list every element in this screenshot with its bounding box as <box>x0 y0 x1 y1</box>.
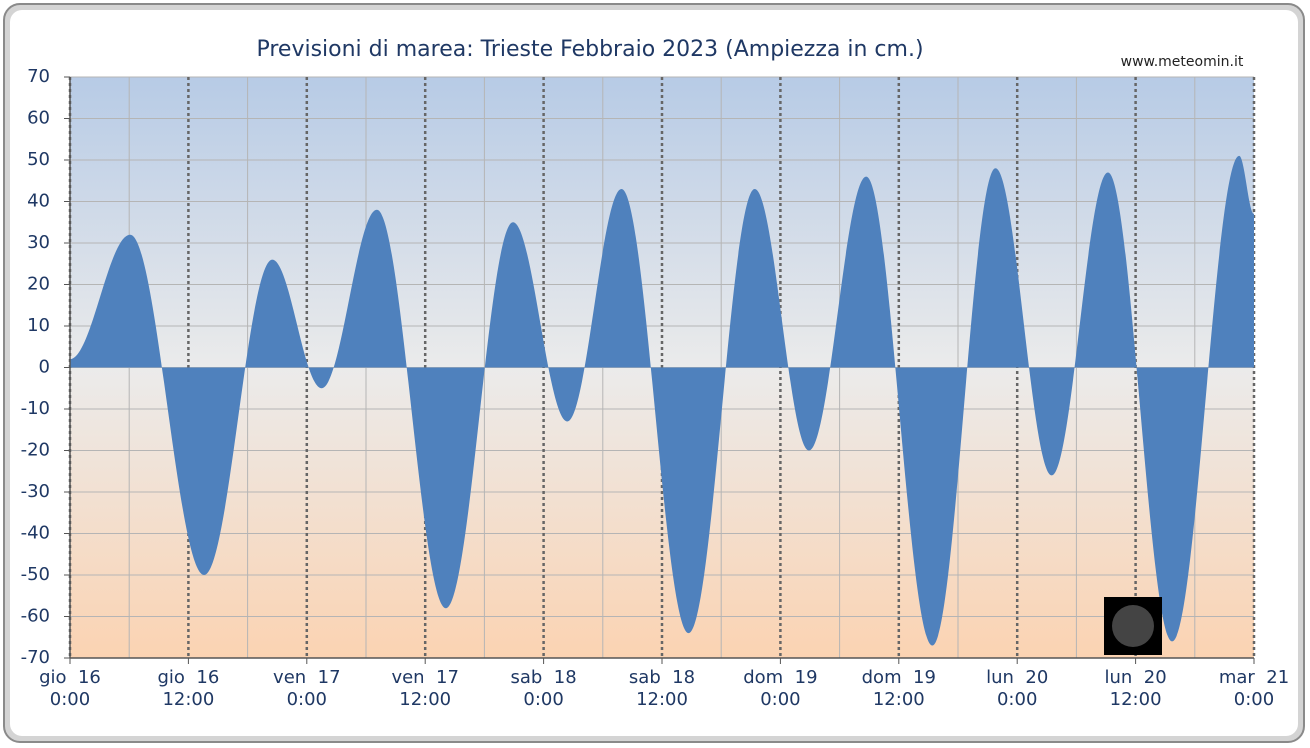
y-tick-label: 50 <box>27 149 50 170</box>
y-tick-label: 60 <box>27 108 50 129</box>
x-tick-label: dom 19 0:00 <box>743 667 817 710</box>
x-tick-label: sab 18 0:00 <box>511 667 577 710</box>
tide-area <box>70 155 1254 646</box>
x-tick-label: ven 17 0:00 <box>273 667 340 710</box>
source: www.meteomin.it <box>1121 54 1244 70</box>
x-tick-label: gio 16 12:00 <box>158 667 220 710</box>
moon-phase <box>1112 605 1154 647</box>
y-tick-label: -70 <box>21 647 50 668</box>
x-tick-label: sab 18 12:00 <box>629 667 695 710</box>
x-tick-label: mar 21 0:00 <box>1219 667 1289 710</box>
y-tick-label: 70 <box>27 66 50 87</box>
y-tick-label: -50 <box>21 564 50 585</box>
y-tick-label: 0 <box>39 357 50 378</box>
y-tick-label: -30 <box>21 481 50 502</box>
y-tick-label: 30 <box>27 232 50 253</box>
y-tick-label: 10 <box>27 315 50 336</box>
y-tick-label: 20 <box>27 274 50 295</box>
x-tick-label: ven 17 12:00 <box>391 667 458 710</box>
y-tick-label: 40 <box>27 191 50 212</box>
y-tick-label: -40 <box>21 523 50 544</box>
y-tick-label: -60 <box>21 606 50 627</box>
y-tick-label: -20 <box>21 440 50 461</box>
x-tick-label: lun 20 12:00 <box>1105 667 1167 710</box>
y-tick-label: -10 <box>21 398 50 419</box>
chart-title: Previsioni di marea: Trieste Febbraio 20… <box>256 37 923 62</box>
x-tick-label: lun 20 0:00 <box>986 667 1048 710</box>
x-tick-label: dom 19 12:00 <box>862 667 936 710</box>
x-tick-label: gio 16 0:00 <box>39 667 101 710</box>
